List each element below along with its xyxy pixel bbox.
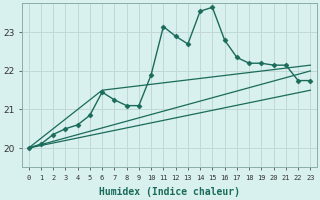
X-axis label: Humidex (Indice chaleur): Humidex (Indice chaleur) bbox=[99, 186, 240, 197]
